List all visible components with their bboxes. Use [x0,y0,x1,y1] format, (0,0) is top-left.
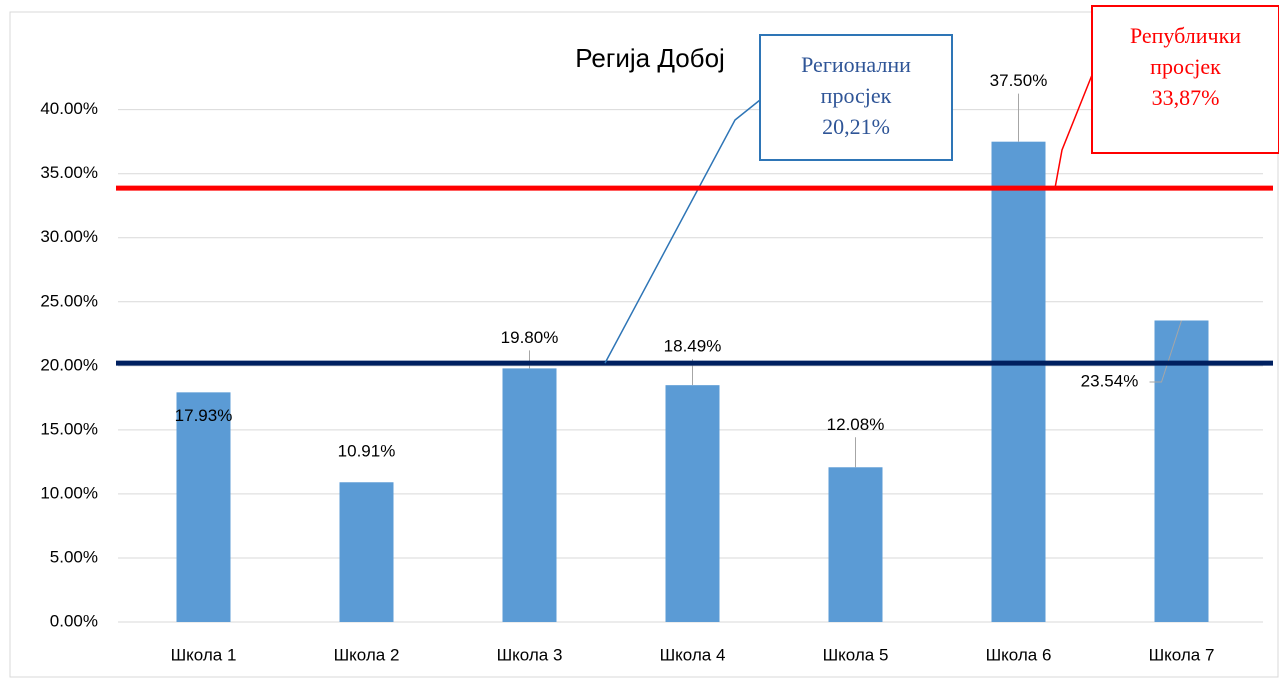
y-tick-label: 35.00% [40,163,98,182]
callout-text: Регионални [801,52,911,77]
chart-title: Регија Добој [575,43,725,73]
y-tick-label: 25.00% [40,291,98,310]
callout-text: Републички [1130,23,1241,48]
callout-leader [1054,74,1093,189]
data-label: 19.80% [501,328,559,347]
bar [1154,320,1209,622]
x-tick-label: Школа 7 [1149,645,1215,664]
y-tick-label: 15.00% [40,419,98,438]
x-tick-label: Школа 4 [660,645,726,664]
callout-text: 20,21% [822,114,890,139]
x-tick-label: Школа 1 [171,645,237,664]
data-label: 23.54% [1081,371,1139,390]
data-label: 12.08% [827,415,885,434]
y-tick-label: 30.00% [40,227,98,246]
data-label: 37.50% [990,71,1048,90]
label-leader [1149,320,1182,383]
bar [665,385,720,622]
bar [828,467,883,622]
x-tick-label: Школа 6 [986,645,1052,664]
y-tick-label: 20.00% [40,355,98,374]
y-tick-label: 0.00% [50,611,98,630]
x-tick-label: Школа 2 [334,645,400,664]
bar [991,141,1046,622]
callout-leader [604,99,761,364]
callout-text: 33,87% [1152,85,1220,110]
y-tick-label: 5.00% [50,547,98,566]
callout-text: просјек [1150,54,1221,79]
x-tick-label: Школа 5 [823,645,889,664]
data-label: 10.91% [338,442,396,461]
callout-box [1091,5,1279,154]
bar [176,392,231,622]
callout-text: просјек [821,83,892,108]
bar [339,482,394,622]
x-tick-label: Школа 3 [497,645,563,664]
callout-box [759,34,953,161]
bar [502,368,557,622]
data-label: 18.49% [664,337,722,356]
y-tick-label: 10.00% [40,483,98,502]
data-label: 17.93% [175,406,233,425]
y-tick-label: 40.00% [40,99,98,118]
